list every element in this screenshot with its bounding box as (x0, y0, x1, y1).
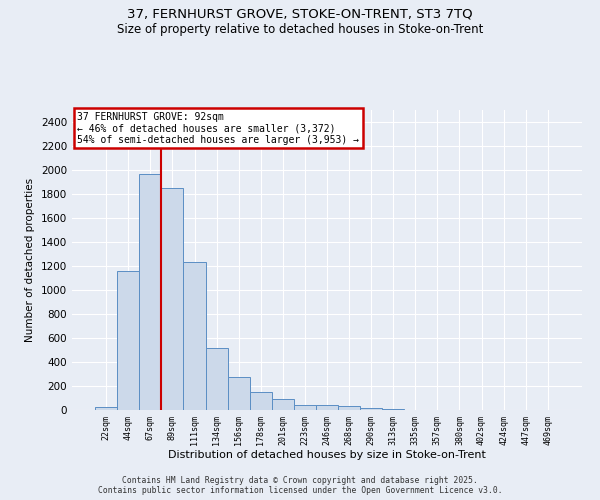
Bar (338, 406, 360, 410)
Bar (316, 405, 338, 410)
Bar (95, 407, 117, 410)
Text: Size of property relative to detached houses in Stoke-on-Trent: Size of property relative to detached ho… (117, 22, 483, 36)
Bar (139, 174, 161, 410)
Bar (206, 348, 227, 410)
Bar (250, 392, 272, 410)
Bar (360, 408, 382, 410)
Text: Contains HM Land Registry data © Crown copyright and database right 2025.
Contai: Contains HM Land Registry data © Crown c… (98, 476, 502, 495)
Bar (227, 377, 250, 410)
Bar (117, 271, 139, 410)
Y-axis label: Number of detached properties: Number of detached properties (25, 178, 35, 342)
Bar (272, 399, 294, 410)
Bar (184, 262, 206, 410)
Text: 37, FERNHURST GROVE, STOKE-ON-TRENT, ST3 7TQ: 37, FERNHURST GROVE, STOKE-ON-TRENT, ST3… (127, 8, 473, 20)
Bar (161, 188, 184, 410)
Text: 37 FERNHURST GROVE: 92sqm
← 46% of detached houses are smaller (3,372)
54% of se: 37 FERNHURST GROVE: 92sqm ← 46% of detac… (77, 112, 359, 144)
X-axis label: Distribution of detached houses by size in Stoke-on-Trent: Distribution of detached houses by size … (168, 450, 486, 460)
Bar (382, 409, 404, 410)
Bar (294, 404, 316, 410)
